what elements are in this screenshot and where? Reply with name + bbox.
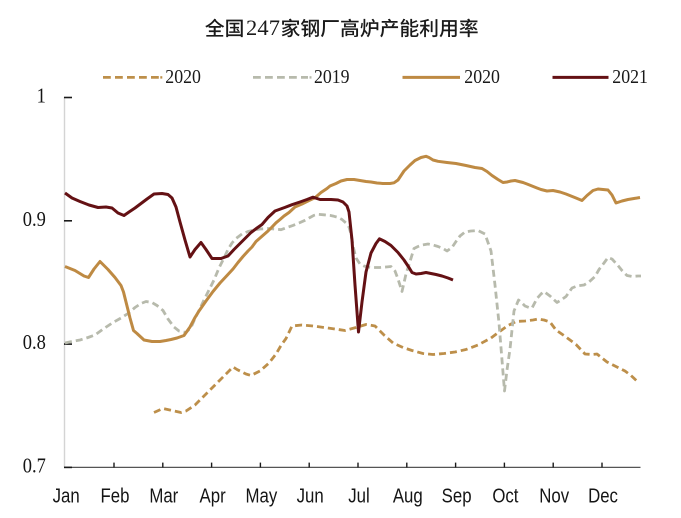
svg-text:2019: 2019 xyxy=(314,66,350,88)
svg-text:2021: 2021 xyxy=(612,66,648,88)
svg-text:2020: 2020 xyxy=(464,66,500,88)
svg-text:Feb: Feb xyxy=(101,484,130,507)
svg-text:0.8: 0.8 xyxy=(23,331,46,354)
svg-text:247: 247 xyxy=(246,15,280,40)
svg-text:2020: 2020 xyxy=(165,66,201,88)
svg-text:Oct: Oct xyxy=(492,484,518,507)
svg-text:Apr: Apr xyxy=(200,484,226,507)
svg-text:0.7: 0.7 xyxy=(23,454,46,477)
svg-text:May: May xyxy=(246,484,278,507)
svg-text:Jan: Jan xyxy=(53,484,80,507)
svg-text:Mar: Mar xyxy=(149,484,178,507)
svg-text:1: 1 xyxy=(37,85,46,108)
svg-text:0.9: 0.9 xyxy=(23,208,46,231)
svg-text:Sep: Sep xyxy=(442,484,472,507)
svg-text:Dec: Dec xyxy=(588,484,618,507)
svg-text:Aug: Aug xyxy=(393,484,423,507)
svg-text:Nov: Nov xyxy=(539,484,570,507)
svg-text:Jun: Jun xyxy=(297,484,324,507)
svg-text:Jul: Jul xyxy=(348,484,369,507)
